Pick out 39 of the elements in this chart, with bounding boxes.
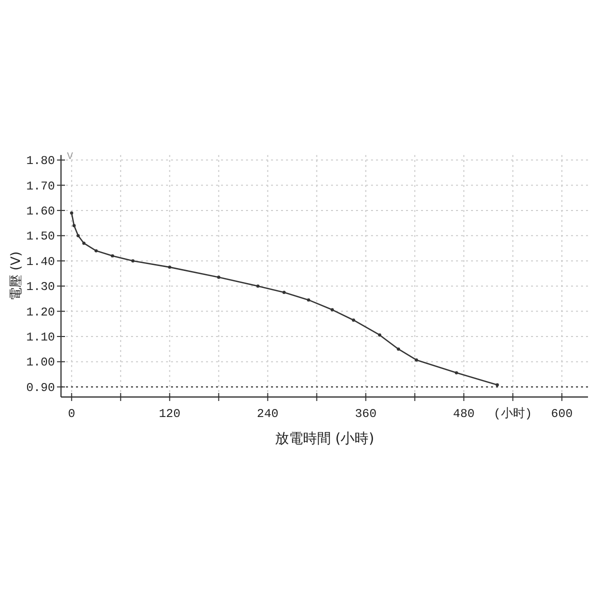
point: [131, 259, 134, 262]
x-tick-label: 600: [551, 407, 573, 421]
y-tick-label: 1.00: [26, 356, 55, 370]
y-tick-label: 1.70: [26, 179, 55, 194]
point: [70, 211, 74, 215]
point: [72, 224, 76, 228]
y-tick-label: 1.10: [26, 330, 55, 344]
point: [306, 298, 310, 302]
point: [168, 266, 172, 269]
point: [217, 276, 220, 279]
y-tick-label: 1.50: [26, 230, 55, 244]
point: [496, 383, 499, 386]
x-tick-label: (小时): [494, 407, 532, 421]
point: [76, 234, 80, 238]
point: [82, 242, 86, 245]
point: [282, 290, 286, 294]
point: [414, 358, 418, 362]
y-tick-label: 1.40: [26, 254, 55, 269]
point: [378, 333, 382, 337]
annotation: V: [67, 152, 74, 163]
point: [352, 318, 356, 322]
x-tick-label: 480: [453, 407, 475, 421]
y-tick-label: 0.90: [26, 380, 55, 395]
point: [330, 308, 334, 312]
x-tick-label: 240: [256, 407, 279, 421]
x-tick-label: 120: [158, 407, 180, 421]
point: [110, 254, 114, 258]
y-tick-label: 1.80: [26, 154, 55, 168]
point: [256, 284, 260, 288]
point: [454, 371, 458, 374]
y-tick-label: 1.60: [26, 204, 55, 218]
point: [94, 249, 98, 252]
point: [396, 348, 400, 351]
x-tick-label: 360: [354, 407, 377, 421]
y-tick-label: 1.30: [26, 280, 55, 294]
x-tick-label: 0: [68, 407, 76, 421]
y-tick-label: 1.20: [26, 305, 55, 320]
y-axis-title: 電壓 (V): [9, 251, 24, 301]
x-axis-title: 放電時間 (小時): [274, 431, 374, 447]
